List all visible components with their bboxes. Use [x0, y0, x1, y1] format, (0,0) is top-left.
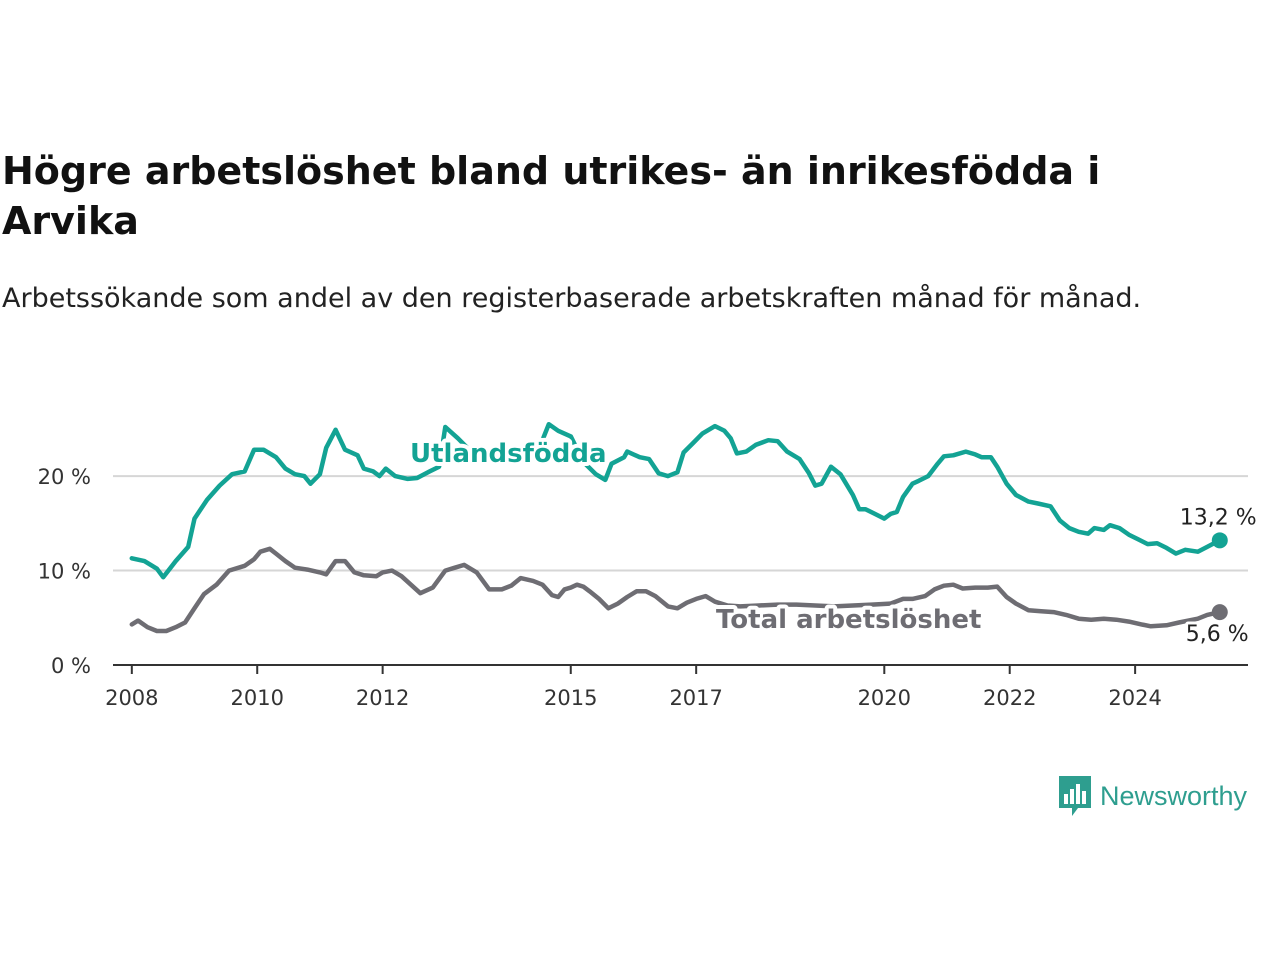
gridlines [113, 475, 1248, 572]
brand-name: Newsworthy [1100, 780, 1248, 811]
series-end-point-1 [1211, 604, 1228, 621]
x-tick-label: 2017 [669, 686, 722, 710]
y-tick-label: 20 % [38, 465, 91, 489]
chart-subtitle: Arbetssökande som andel av den registerb… [2, 283, 1142, 314]
series-line-0 [129, 421, 1223, 580]
x-tick-label: 2012 [356, 686, 409, 710]
y-tick-label: 0 % [51, 654, 91, 678]
x-tick-label: 2010 [230, 686, 283, 710]
x-tick-label: 2015 [544, 686, 597, 710]
x-tick-label: 2022 [983, 686, 1036, 710]
series-name-label: Total arbetslöshet [716, 605, 981, 635]
x-tick-label: 2020 [858, 686, 911, 710]
end-value-label: 13,2 % [1180, 505, 1257, 530]
newsworthy-logo-icon [1059, 776, 1091, 816]
x-tick-label: 2008 [105, 686, 158, 710]
series-labels: Utlandsfödda Total arbetslöshet 13,2 % 5,6 … [406, 435, 1260, 650]
chart-title: Högre arbetslöshet bland utrikes- än inr… [2, 149, 1101, 243]
series-name-label: Utlandsfödda [410, 439, 607, 469]
newsworthy-logo: Newsworthy [1058, 774, 1247, 818]
y-tick-label: 10 % [38, 560, 91, 584]
series-end-point-0 [1211, 532, 1228, 549]
x-tick-label: 2024 [1108, 686, 1161, 710]
series-lines [129, 421, 1228, 634]
end-value-label: 5,6 % [1186, 622, 1249, 647]
series-line-1 [129, 546, 1223, 634]
axes: 0 % 10 % 20 % 2008 2010 2012 2015 2017 2020 2022 2… [38, 465, 1248, 710]
